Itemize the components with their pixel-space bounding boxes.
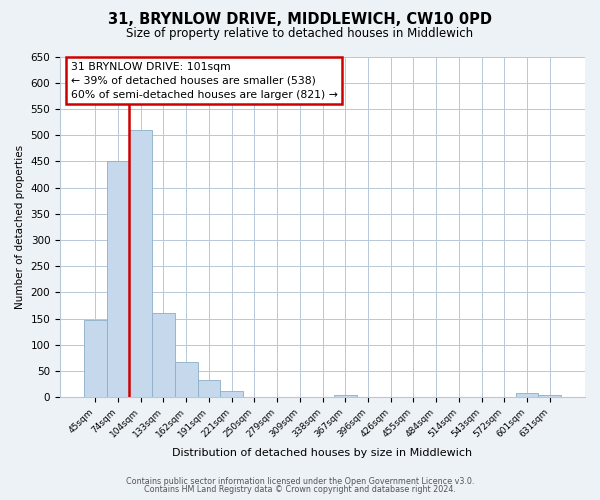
X-axis label: Distribution of detached houses by size in Middlewich: Distribution of detached houses by size … <box>172 448 473 458</box>
Text: 31, BRYNLOW DRIVE, MIDDLEWICH, CW10 0PD: 31, BRYNLOW DRIVE, MIDDLEWICH, CW10 0PD <box>108 12 492 28</box>
Bar <box>334 394 356 398</box>
Bar <box>515 393 538 398</box>
Bar <box>197 380 220 398</box>
Bar <box>152 314 175 398</box>
Text: Contains public sector information licensed under the Open Government Licence v3: Contains public sector information licen… <box>126 477 474 486</box>
Text: 31 BRYNLOW DRIVE: 101sqm
← 39% of detached houses are smaller (538)
60% of semi-: 31 BRYNLOW DRIVE: 101sqm ← 39% of detach… <box>71 62 337 100</box>
Text: Contains HM Land Registry data © Crown copyright and database right 2024.: Contains HM Land Registry data © Crown c… <box>144 485 456 494</box>
Y-axis label: Number of detached properties: Number of detached properties <box>15 145 25 309</box>
Bar <box>107 162 130 398</box>
Bar <box>175 362 197 398</box>
Bar <box>84 320 107 398</box>
Bar <box>220 391 243 398</box>
Bar <box>130 130 152 398</box>
Bar <box>538 394 561 398</box>
Text: Size of property relative to detached houses in Middlewich: Size of property relative to detached ho… <box>127 28 473 40</box>
